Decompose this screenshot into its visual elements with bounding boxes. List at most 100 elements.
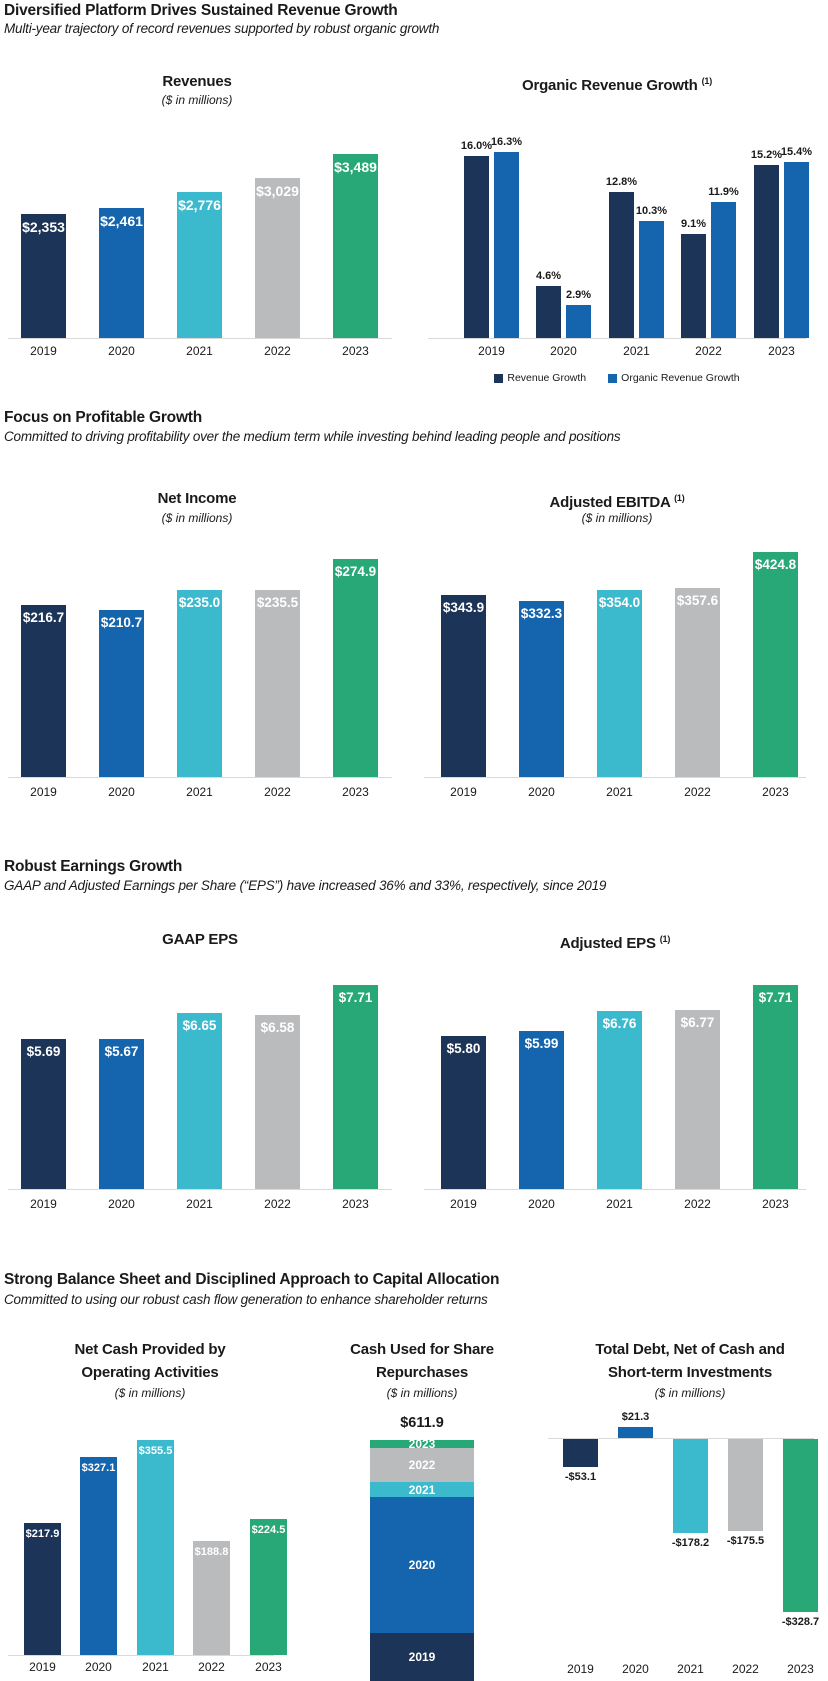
share-repurchases-total-label: $611.9 xyxy=(297,1415,547,1431)
bar-value-label: 2.9% xyxy=(555,289,603,301)
year-label: 2022 xyxy=(681,344,737,358)
bar-2019 xyxy=(563,1439,598,1467)
bar-value-label: $5.99 xyxy=(513,1036,570,1051)
legend-label-organic-revenue-growth: Organic Revenue Growth xyxy=(621,372,739,384)
legend-item-revenue-growth: Revenue Growth xyxy=(494,372,586,384)
bar-value-label: 12.8% xyxy=(598,176,646,188)
bar-2023 xyxy=(333,559,378,777)
net-cash-operating-chart: Net Cash Provided by Operating Activitie… xyxy=(0,1330,290,1678)
bar-2019 xyxy=(21,1039,66,1189)
bar-2020 xyxy=(618,1427,653,1438)
bar-2023 xyxy=(783,1439,818,1612)
bar-2023 xyxy=(250,1519,287,1655)
legend-label-revenue-growth: Revenue Growth xyxy=(507,372,586,384)
year-label: 2020 xyxy=(94,1197,150,1211)
share-repurchases-chart-title: Cash Used for Share Repurchases xyxy=(297,1338,547,1384)
bar-value-label: $332.3 xyxy=(513,606,570,621)
footnote-marker: (1) xyxy=(674,493,684,503)
bar-2019 xyxy=(441,1036,486,1189)
bar-2020 xyxy=(99,610,144,777)
year-label: 2019 xyxy=(16,344,72,358)
total-debt-chart-units: ($ in millions) xyxy=(540,1386,828,1400)
bar-value-label: $188.8 xyxy=(187,1546,236,1558)
bar-value-label: 10.3% xyxy=(628,205,676,217)
bar-value-label: -$175.5 xyxy=(719,1535,773,1547)
stack-segment-label: 2021 xyxy=(370,1483,474,1497)
bar-value-label: 16.3% xyxy=(483,136,531,148)
bar-2023 xyxy=(333,985,378,1189)
bar-2022 xyxy=(255,590,300,777)
section-1-subtitle: Multi-year trajectory of record revenues… xyxy=(4,21,439,36)
bar-2023-organic xyxy=(784,162,809,338)
bar-2020 xyxy=(519,601,564,777)
year-label: 2020 xyxy=(536,344,592,358)
year-label: 2021 xyxy=(663,1662,719,1676)
net-cash-operating-chart-title: Net Cash Provided by Operating Activitie… xyxy=(5,1338,295,1384)
year-label: 2020 xyxy=(71,1660,127,1674)
adjusted-eps-chart: Adjusted EPS (1) $5.80$5.99$6.76$6.77$7.… xyxy=(414,920,828,1215)
year-label: 2022 xyxy=(670,1197,726,1211)
bar-2022 xyxy=(675,588,720,777)
stack-segment-label: 2022 xyxy=(370,1458,474,1472)
bar-value-label: $21.3 xyxy=(609,1411,663,1423)
share-repurchases-chart-units: ($ in millions) xyxy=(297,1386,547,1400)
bar-value-label: $224.5 xyxy=(244,1524,293,1536)
organic-revenue-growth-chart: Organic Revenue Growth (1) 16.0%4.6%12.8… xyxy=(414,60,828,400)
bar-value-label: -$328.7 xyxy=(774,1616,828,1628)
revenues-chart-units: ($ in millions) xyxy=(47,93,347,107)
bar-value-label: $6.65 xyxy=(171,1018,228,1033)
year-label: 2021 xyxy=(128,1660,184,1674)
bar-value-label: $5.67 xyxy=(93,1044,150,1059)
x-axis-line xyxy=(424,1189,806,1190)
bar-value-label: $2,776 xyxy=(171,197,228,213)
bar-2020 xyxy=(80,1457,117,1655)
gaap-eps-chart-title: GAAP EPS xyxy=(50,928,350,951)
year-label: 2022 xyxy=(718,1662,774,1676)
footnote-marker: (1) xyxy=(660,934,670,944)
bar-2022 xyxy=(255,178,300,338)
stack-segment-label: 2020 xyxy=(370,1558,474,1572)
bar-2021 xyxy=(177,1013,222,1189)
adjusted-ebitda-chart-title: Adjusted EBITDA (1) xyxy=(467,487,767,514)
bar-2021-organic xyxy=(639,221,664,338)
bar-value-label: $235.5 xyxy=(249,595,306,610)
x-axis-line xyxy=(428,338,806,339)
bar-value-label: $355.5 xyxy=(131,1445,180,1457)
bar-2021 xyxy=(597,590,642,777)
bar-value-label: -$53.1 xyxy=(554,1471,608,1483)
year-label: 2020 xyxy=(608,1662,664,1676)
year-label: 2019 xyxy=(16,1197,72,1211)
section-4-subtitle: Committed to using our robust cash flow … xyxy=(4,1292,488,1307)
bar-value-label: 15.4% xyxy=(773,146,821,158)
year-label: 2021 xyxy=(609,344,665,358)
bar-value-label: $357.6 xyxy=(669,593,726,608)
bar-value-label: $274.9 xyxy=(327,564,384,579)
x-axis-line xyxy=(8,1189,392,1190)
bar-2021 xyxy=(673,1439,708,1533)
year-label: 2021 xyxy=(592,1197,648,1211)
bar-value-label: $2,461 xyxy=(93,213,150,229)
bar-2019 xyxy=(441,595,486,777)
legend-item-organic-revenue-growth: Organic Revenue Growth xyxy=(608,372,739,384)
year-label: 2023 xyxy=(328,344,384,358)
section-2-subtitle: Committed to driving profitability over … xyxy=(4,429,620,444)
bar-2022 xyxy=(193,1541,230,1655)
bar-2023 xyxy=(753,552,798,777)
organic-revenue-growth-chart-title: Organic Revenue Growth (1) xyxy=(467,70,767,97)
x-axis-line xyxy=(8,777,392,778)
adjusted-ebitda-chart-units: ($ in millions) xyxy=(467,511,767,525)
bar-value-label: $424.8 xyxy=(747,557,804,572)
legend-swatch-organic-revenue-growth xyxy=(608,374,617,383)
share-repurchases-chart: Cash Used for Share Repurchases ($ in mi… xyxy=(290,1330,540,1678)
year-label: 2020 xyxy=(514,785,570,799)
stack-segment-label: 2019 xyxy=(370,1650,474,1664)
bar-value-label: $216.7 xyxy=(15,610,72,625)
section-1-title: Diversified Platform Drives Sustained Re… xyxy=(4,2,398,20)
bar-value-label: $7.71 xyxy=(747,990,804,1005)
bar-value-label: $7.71 xyxy=(327,990,384,1005)
total-debt-chart: Total Debt, Net of Cash and Short-term I… xyxy=(540,1330,828,1678)
x-axis-line xyxy=(424,777,806,778)
year-label: 2022 xyxy=(250,785,306,799)
year-label: 2020 xyxy=(514,1197,570,1211)
